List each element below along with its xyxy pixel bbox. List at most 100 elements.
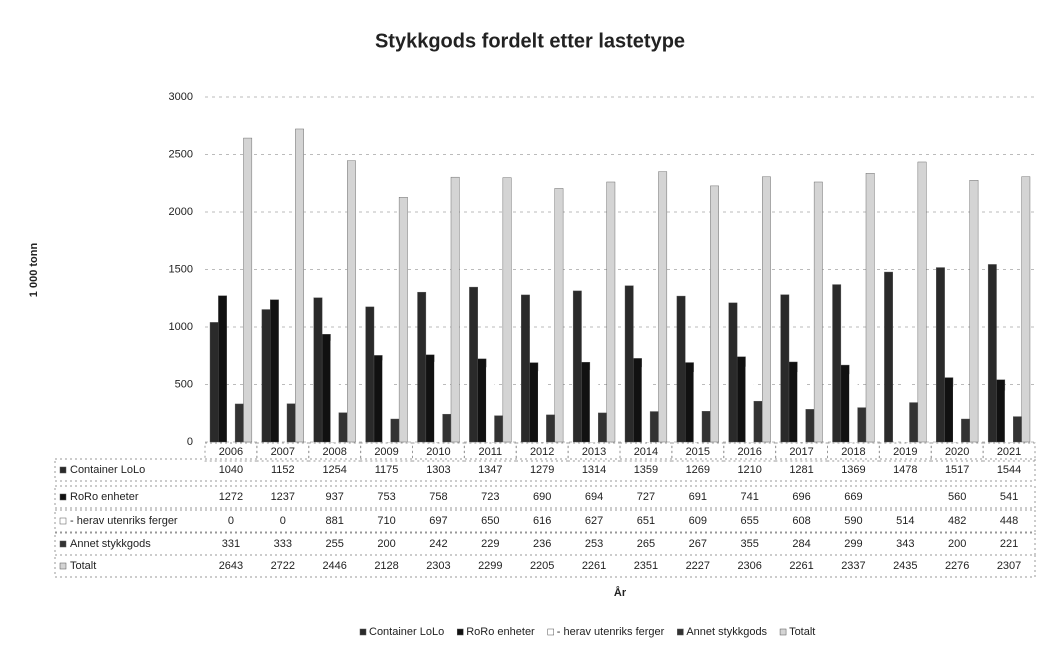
table-row-label: RoRo enheter xyxy=(70,491,139,503)
legend-key xyxy=(359,628,367,636)
legend-key xyxy=(547,628,554,636)
bar xyxy=(865,173,875,443)
table-value: 221 xyxy=(1000,538,1018,550)
x-tick-label: 2013 xyxy=(582,446,606,458)
table-value: 200 xyxy=(948,538,966,550)
bar xyxy=(745,366,754,442)
x-tick-label: 2019 xyxy=(893,446,917,458)
table-value: 741 xyxy=(741,491,759,503)
table-value: 355 xyxy=(741,538,759,550)
x-tick-label: 2020 xyxy=(945,446,969,458)
bar xyxy=(373,355,383,443)
x-tick-label: 2017 xyxy=(789,446,813,458)
bar xyxy=(624,285,634,443)
bar xyxy=(330,340,339,442)
table-value: 2205 xyxy=(530,560,554,572)
table-value: 284 xyxy=(792,538,810,550)
table-value: 0 xyxy=(228,515,234,527)
bar xyxy=(417,291,427,443)
bar xyxy=(649,411,659,443)
table-value: 937 xyxy=(326,491,344,503)
table-value: 727 xyxy=(637,491,655,503)
table-value: 758 xyxy=(429,491,447,503)
bar xyxy=(554,188,564,443)
table-value: 229 xyxy=(481,538,499,550)
x-tick-label: 2007 xyxy=(271,446,295,458)
bar xyxy=(693,371,702,442)
bar xyxy=(529,362,539,443)
table-value: 560 xyxy=(948,491,966,503)
table-value: 590 xyxy=(844,515,862,527)
x-tick-label: 2021 xyxy=(997,446,1021,458)
bar xyxy=(546,414,555,443)
bar xyxy=(969,180,979,443)
table-value: 627 xyxy=(585,515,603,527)
table-value: 2299 xyxy=(478,560,502,572)
table-row-label: Annet stykkgods xyxy=(70,538,151,550)
table-value: 1369 xyxy=(841,464,865,476)
bar xyxy=(469,286,478,443)
table-value: 1303 xyxy=(426,464,450,476)
bar xyxy=(234,403,244,443)
table-value: 0 xyxy=(280,515,286,527)
table-value: 1279 xyxy=(530,464,554,476)
x-tick-label: 2006 xyxy=(219,446,243,458)
x-tick-label: 2008 xyxy=(322,446,346,458)
bar xyxy=(953,386,962,442)
bar xyxy=(425,354,435,443)
bar xyxy=(788,361,798,443)
table-value: 2351 xyxy=(634,560,658,572)
bar xyxy=(676,295,686,443)
bar xyxy=(944,377,954,443)
table-row-label: Container LoLo xyxy=(70,464,145,476)
x-tick-label: 2016 xyxy=(737,446,761,458)
table-key xyxy=(59,562,67,570)
table-value: 710 xyxy=(377,515,395,527)
bar xyxy=(450,176,460,443)
bar xyxy=(1013,416,1022,443)
bar xyxy=(736,356,746,443)
bar xyxy=(797,372,806,442)
table-value: 448 xyxy=(1000,515,1018,527)
table-value: 696 xyxy=(792,491,810,503)
table-key xyxy=(59,466,67,474)
table-value: 2337 xyxy=(841,560,865,572)
x-tick-label: 2012 xyxy=(530,446,554,458)
bar xyxy=(218,295,227,443)
bar xyxy=(832,284,842,443)
bar xyxy=(538,371,547,442)
table-value: 1517 xyxy=(945,464,969,476)
x-tick-label: 2018 xyxy=(841,446,865,458)
table-row-label: Totalt xyxy=(70,560,96,572)
x-tick-label: 2014 xyxy=(634,446,658,458)
bar xyxy=(209,322,219,443)
table-key xyxy=(59,493,67,501)
table-value: 343 xyxy=(896,538,914,550)
table-value: 1478 xyxy=(893,464,917,476)
table-key xyxy=(59,540,67,548)
table-value: 2306 xyxy=(737,560,761,572)
table-value: 299 xyxy=(844,538,862,550)
bar xyxy=(243,137,253,443)
table-row-label: - herav utenriks ferger xyxy=(70,515,178,527)
legend-label: Container LoLo xyxy=(369,626,444,638)
bar xyxy=(390,418,400,443)
bar xyxy=(909,402,919,443)
bar xyxy=(347,160,356,443)
chart-title: Stykkgods fordelt etter lastetype xyxy=(375,30,685,52)
bar xyxy=(996,379,1006,443)
bar xyxy=(884,271,893,443)
table-value: 669 xyxy=(844,491,862,503)
bar xyxy=(606,181,616,443)
table-value: 482 xyxy=(948,515,966,527)
bar xyxy=(313,297,323,443)
bar xyxy=(1021,176,1031,443)
legend-key xyxy=(456,628,464,636)
table-value: 753 xyxy=(377,491,395,503)
table-value: 2307 xyxy=(997,560,1021,572)
bar xyxy=(572,290,582,443)
table-value: 1237 xyxy=(271,491,295,503)
bar xyxy=(502,177,512,443)
y-tick-label: 0 xyxy=(187,436,193,448)
y-tick-label: 500 xyxy=(175,378,193,390)
